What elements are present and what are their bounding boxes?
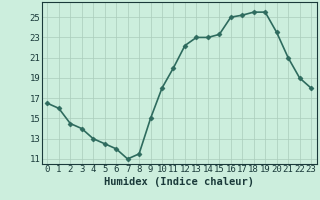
X-axis label: Humidex (Indice chaleur): Humidex (Indice chaleur)	[104, 177, 254, 187]
